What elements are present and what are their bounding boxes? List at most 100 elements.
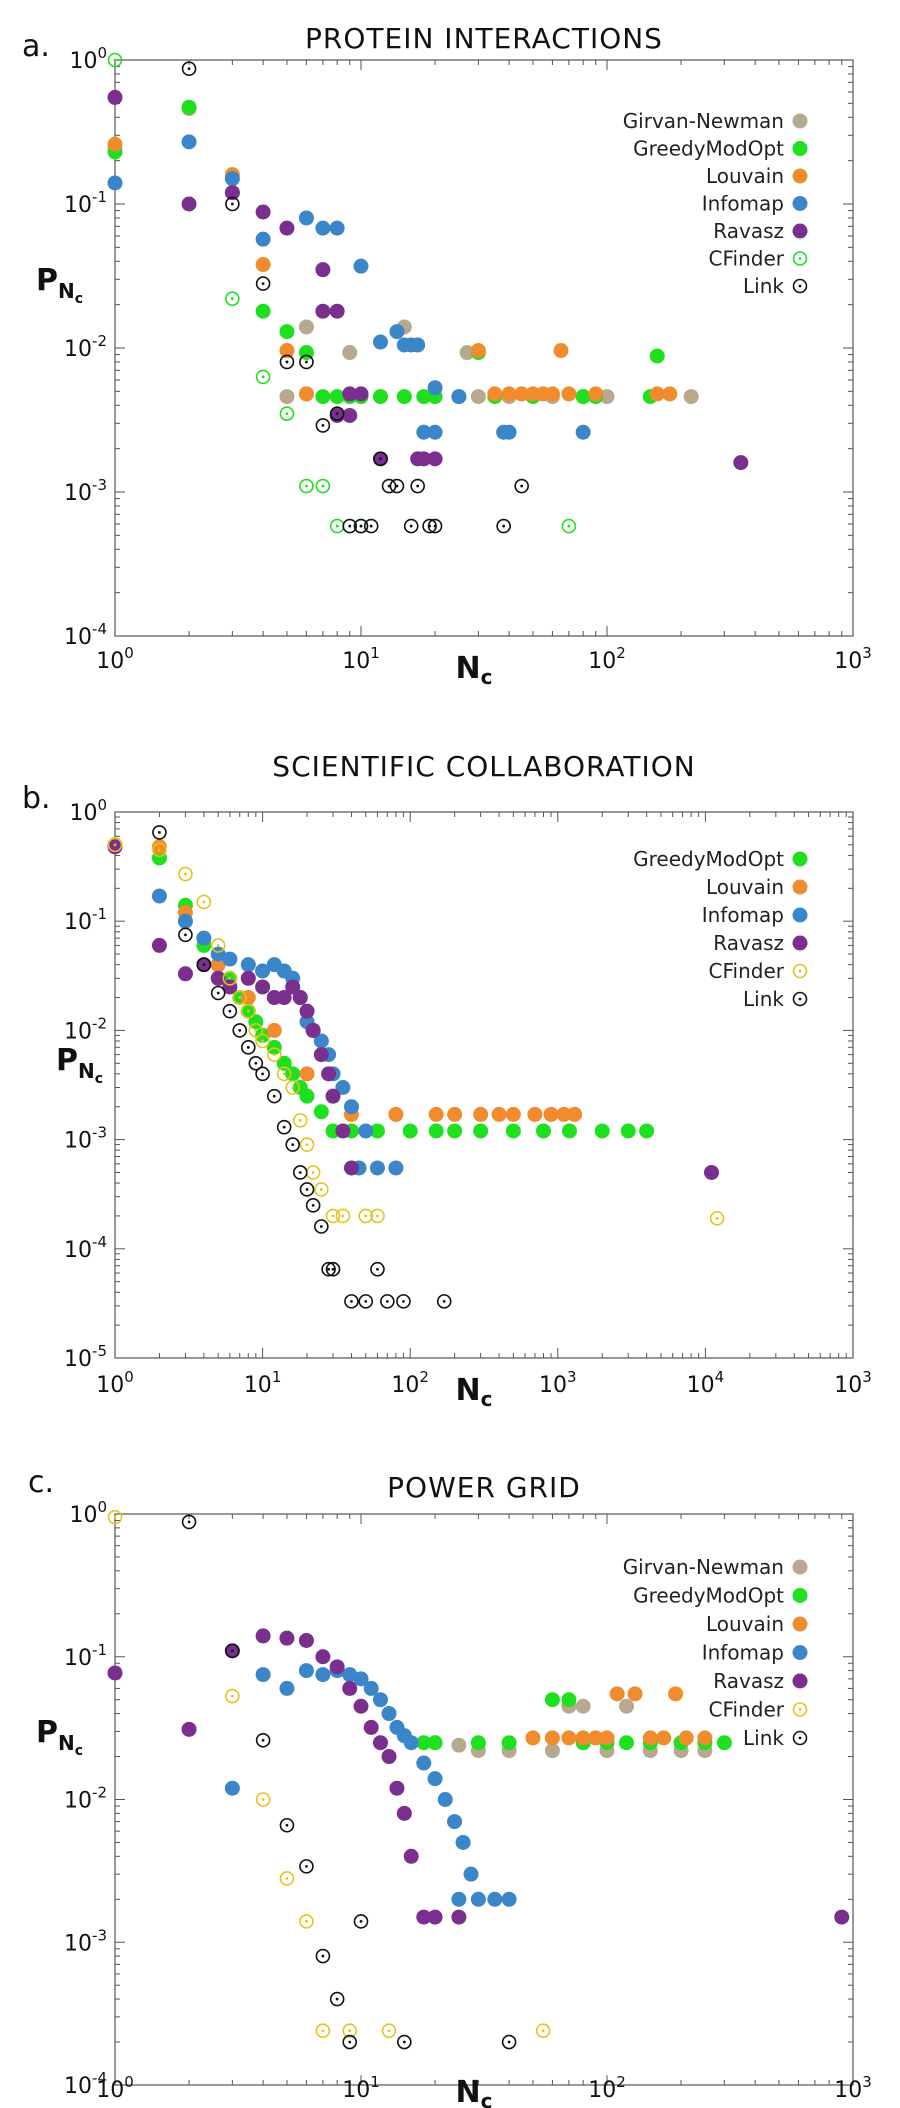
data-point — [232, 1023, 248, 1038]
data-point — [427, 451, 443, 467]
data-point — [527, 1106, 543, 1122]
data-point — [427, 518, 443, 534]
legend-label: GreedyModOpt — [633, 137, 784, 161]
data-point-dot — [282, 1072, 286, 1076]
data-point — [279, 406, 295, 421]
data-point-dot — [348, 2040, 352, 2044]
data-point — [329, 1991, 345, 2007]
series-louvain — [107, 837, 583, 1122]
data-point — [455, 1834, 471, 1850]
data-point-dot — [335, 524, 339, 528]
series-link — [181, 1514, 517, 2050]
data-point — [222, 970, 238, 986]
y-axis-label: PNc — [36, 263, 83, 307]
data-point — [505, 1123, 521, 1139]
data-point-dot — [305, 484, 308, 488]
data-point — [733, 455, 749, 471]
data-point — [151, 888, 167, 904]
data-point — [276, 990, 292, 1006]
data-point — [372, 1692, 388, 1708]
legend-marker — [792, 935, 808, 951]
data-point-dot — [319, 1187, 323, 1191]
data-point-dot — [254, 1029, 258, 1032]
data-point — [544, 1692, 560, 1708]
data-point — [402, 1123, 418, 1139]
data-point — [255, 1732, 271, 1748]
data-point — [639, 1123, 655, 1139]
data-point-dot — [442, 1299, 446, 1303]
data-point — [487, 386, 503, 402]
data-point — [389, 1780, 405, 1796]
data-point — [704, 1164, 720, 1180]
data-point — [321, 1066, 337, 1082]
data-point — [594, 1123, 610, 1139]
legend-marker — [792, 141, 808, 156]
data-point — [266, 1039, 282, 1055]
data-point — [196, 930, 212, 946]
data-point-dot — [364, 1299, 368, 1303]
x-tick-label: 101 — [244, 1368, 282, 1398]
legend-label: Link — [743, 987, 784, 1011]
data-point — [222, 1003, 238, 1019]
data-point-dot — [311, 1171, 315, 1174]
data-point — [255, 1792, 271, 1807]
data-point — [416, 1735, 432, 1751]
data-point — [266, 1047, 282, 1062]
data-point — [279, 1871, 295, 1886]
data-point — [618, 1698, 634, 1714]
data-point — [683, 389, 699, 405]
data-point-dot — [228, 976, 232, 980]
data-point — [210, 957, 226, 973]
x-tick-label: 103 — [539, 1368, 577, 1398]
data-point — [151, 839, 167, 855]
legend-marker — [792, 251, 808, 266]
data-point — [255, 231, 271, 247]
legend-label: Ravasz — [713, 931, 784, 955]
data-point — [315, 1948, 331, 1964]
data-point — [225, 1688, 240, 1704]
data-point — [396, 389, 412, 405]
data-point-dot — [187, 67, 191, 71]
data-point-dot — [158, 848, 161, 852]
data-point-dot — [327, 1267, 331, 1271]
data-point — [372, 389, 388, 405]
legend-marker — [792, 991, 808, 1007]
plot-frame — [114, 811, 854, 1359]
legend-marker — [792, 1702, 808, 1717]
series-greedymodopt — [107, 837, 655, 1139]
data-point — [240, 970, 256, 986]
data-point-dot — [285, 1877, 289, 1880]
x-tick-label: 100 — [96, 2073, 134, 2103]
data-point-dot — [376, 1267, 379, 1271]
data-point — [535, 1123, 551, 1139]
data-point — [649, 386, 665, 402]
data-point-dot — [291, 1143, 295, 1146]
legend-marker-dot — [798, 257, 802, 260]
data-point — [255, 1066, 270, 1082]
data-point — [372, 334, 388, 350]
data-point — [315, 262, 331, 278]
data-point-dot — [364, 1214, 368, 1218]
data-point-dot — [319, 1225, 323, 1228]
data-point — [181, 99, 197, 115]
data-point — [314, 1182, 329, 1197]
data-point — [451, 1909, 467, 1925]
data-point-dot — [187, 1520, 191, 1524]
data-point — [210, 985, 226, 1001]
data-point-dot — [230, 1649, 234, 1653]
data-point-dot — [376, 1214, 379, 1218]
legend-label: CFinder — [709, 247, 785, 271]
data-point-dot — [402, 2040, 406, 2044]
data-point — [224, 1780, 240, 1796]
data-point-dot — [520, 484, 524, 488]
data-point — [416, 424, 432, 440]
data-point-dot — [291, 1086, 295, 1089]
series-infomap — [224, 1663, 517, 1907]
data-point — [107, 136, 123, 152]
data-point — [279, 1630, 295, 1646]
data-point — [255, 1033, 270, 1049]
data-point — [501, 1891, 517, 1907]
data-point — [313, 1033, 329, 1049]
data-point — [427, 1771, 443, 1787]
